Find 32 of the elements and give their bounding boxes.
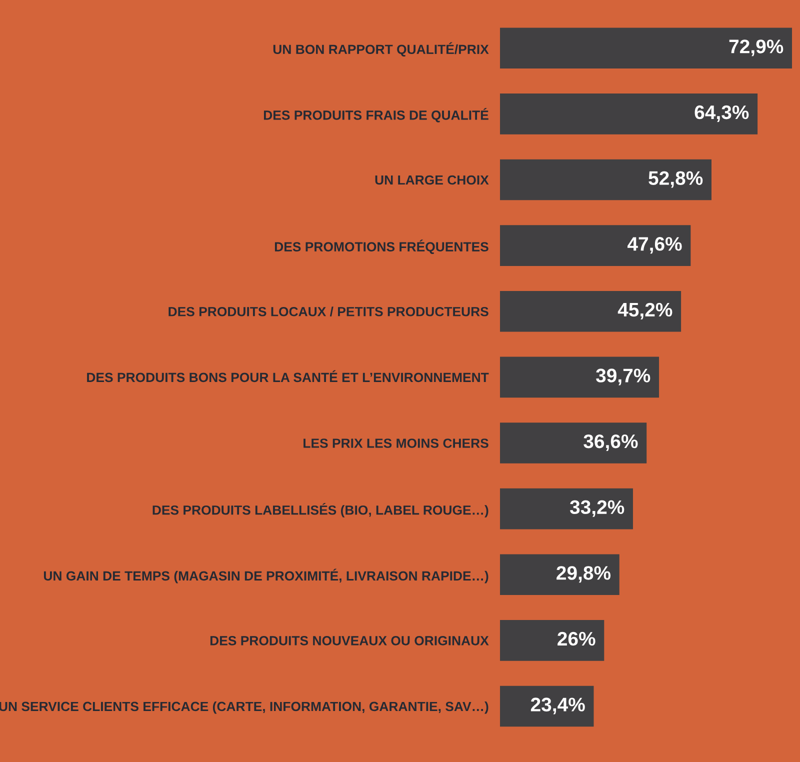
bar — [500, 620, 604, 661]
bar — [500, 94, 758, 134]
y-tick-label: LES PRIX LES MOINS CHERS — [304, 438, 488, 448]
bar — [500, 290, 682, 332]
y-tick-label: DES PRODUITS BONS POUR LA SANTÉ ET L’ENVIRONNEMENT — [87, 370, 489, 382]
y-tick-label: UN GAIN DE TEMPS (MAGASIN DE PROXIMITÉ, LIVRAISON RAPIDE…) — [44, 568, 488, 584]
y-tick-label: DES PRODUITS LABELLISÉS (BIO, LABEL ROUGE…) — [152, 502, 488, 518]
data-label: 72,9% — [729, 40, 784, 56]
data-label: 36,6% — [584, 434, 638, 452]
bar — [500, 422, 647, 464]
y-tick-label: DES PRODUITS NOUVEAUX OU ORIGINAUX — [210, 636, 489, 646]
bar — [500, 28, 792, 69]
y-tick-label: UN BON RAPPORT QUALITÉ/PRIX — [273, 42, 489, 57]
data-label: 33,2% — [570, 500, 624, 517]
data-label: 26% — [558, 632, 596, 646]
bar — [500, 159, 712, 200]
y-tick-label: DES PRODUITS LOCAUX / PETITS PRODUCTEURS — [168, 306, 488, 316]
bar — [500, 554, 620, 596]
data-label: 23,4% — [530, 698, 585, 714]
data-label: 39,7% — [596, 368, 650, 386]
data-label: 47,6% — [627, 237, 682, 254]
y-tick-label: DES PROMOTIONS FRÉQUENTES — [274, 240, 488, 254]
data-label: 45,2% — [618, 302, 672, 320]
data-label: 52,8% — [648, 171, 703, 188]
bar — [500, 356, 660, 398]
y-tick-label: UN LARGE CHOIX — [375, 175, 489, 185]
bar — [500, 686, 594, 727]
data-label: 29,8% — [556, 566, 611, 583]
bar — [500, 488, 633, 530]
data-label: 64,3% — [694, 105, 749, 122]
bar — [500, 225, 691, 266]
y-tick-label: DES PRODUITS FRAIS DE QUALITÉ — [264, 108, 488, 122]
